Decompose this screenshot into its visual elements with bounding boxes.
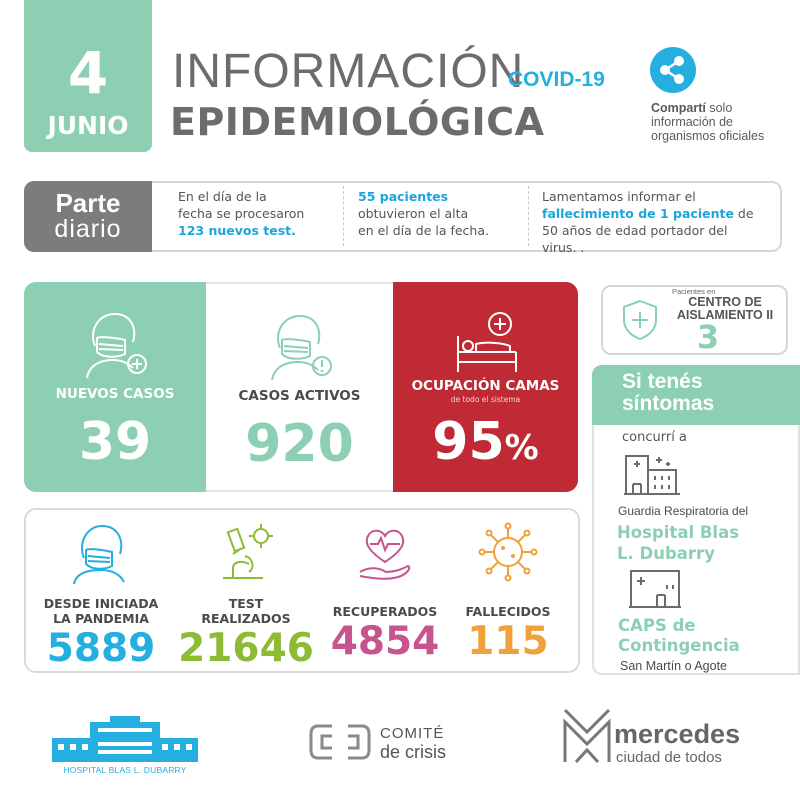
- stat-recuperados: RECUPERADOS 4854: [322, 508, 448, 663]
- casos-activos-label: CASOS ACTIVOS: [238, 388, 361, 404]
- date-month: JUNIO: [47, 111, 129, 140]
- parte-col1-highlight: 123 nuevos test.: [178, 223, 296, 238]
- sintomas-title: Si tenés síntomas: [622, 371, 714, 415]
- share-note-text-3: organismos oficiales: [651, 129, 765, 143]
- ocupacion-camas-label: OCUPACIÓN CAMAS: [411, 378, 560, 394]
- divider: [343, 186, 344, 246]
- aislamiento-title-2: AISLAMIENTO II: [676, 308, 774, 322]
- parte-col1-line1: En el día de la: [178, 189, 267, 204]
- share-button[interactable]: [650, 47, 696, 93]
- divider: [528, 186, 529, 246]
- parte-col1-line2: fecha se procesaron: [178, 206, 305, 221]
- stat-pandemia: DESDE INICIADA LA PANDEMIA 5889: [36, 508, 166, 670]
- parte-col3-line2-tail: de: [733, 206, 754, 221]
- pandemia-value: 5889: [46, 626, 156, 671]
- parte-fallecimiento-text: Lamentamos informar el fallecimiento de …: [542, 188, 772, 256]
- test-label-1: TEST: [228, 596, 264, 611]
- mercedes-subtitle: ciudad de todos: [616, 749, 722, 766]
- comite-logo-icon: [309, 724, 371, 760]
- mercedes-logo-icon: [563, 708, 611, 764]
- ocupacion-camas-value: 95: [432, 412, 505, 472]
- hospital-building-icon: [624, 455, 680, 495]
- recuperados-value: 4854: [330, 619, 440, 664]
- test-value: 21646: [178, 626, 314, 671]
- hospital-name: Hospital Blas L. Dubarry: [617, 522, 797, 564]
- masked-person-plus-icon: [86, 312, 147, 379]
- stat-fallecidos: FALLECIDOS 115: [450, 508, 566, 663]
- parte-altas-text: 55 pacientes obtuvieron el alta en el dí…: [358, 188, 523, 239]
- hospital-bed-icon: [456, 312, 517, 372]
- title-covid: COVID-19: [508, 68, 605, 91]
- title-epidemiologica: EPIDEMIOLÓGICA: [170, 100, 545, 144]
- sintomas-header: [592, 365, 800, 425]
- guardia-text: Guardia Respiratoria del: [618, 504, 749, 518]
- caps-address: San Martín o Agote: [620, 659, 728, 673]
- test-label-2: REALIZADOS: [201, 611, 291, 626]
- date-badge: 4 JUNIO: [24, 0, 152, 152]
- masked-person-alert-icon: [270, 314, 332, 381]
- date-day: 4: [67, 39, 109, 107]
- parte-col2-line3: en el día de la fecha.: [358, 223, 489, 238]
- parte-label-line1: Parte: [55, 188, 121, 218]
- share-note-text-2: información de: [651, 115, 733, 129]
- card-nuevos-casos: NUEVOS CASOS 39: [24, 282, 206, 492]
- mercedes-title: mercedes: [614, 719, 741, 749]
- parte-col2-highlight: 55 pacientes: [358, 189, 449, 204]
- ocupacion-camas-value-wrap: 95%: [393, 412, 578, 478]
- share-note: Compartí solo información de organismos …: [651, 101, 791, 143]
- parte-col3-highlight: fallecimiento de 1 paciente: [542, 206, 734, 221]
- pandemia-label-2: LA PANDEMIA: [53, 611, 149, 626]
- sintomas-concurri: concurrí a: [622, 430, 687, 445]
- masked-person-icon: [73, 524, 125, 585]
- hospital-name-2: L. Dubarry: [617, 544, 715, 563]
- card-casos-activos: CASOS ACTIVOS 920: [206, 282, 393, 492]
- aislamiento-title: CENTRO DE AISLAMIENTO II: [670, 296, 780, 322]
- aislamiento-title-1: CENTRO DE: [688, 295, 762, 309]
- caps-name-1: CAPS de: [618, 616, 696, 635]
- share-icon: [660, 56, 684, 84]
- card-ocupacion-camas: OCUPACIÓN CAMAS de todo el sistema 95%: [393, 282, 578, 492]
- parte-col3-line1: Lamentamos informar el: [542, 189, 696, 204]
- aislamiento-small: Pacientes en: [672, 287, 716, 296]
- aislamiento-value: 3: [696, 318, 720, 356]
- stat-test: TEST REALIZADOS 21646: [178, 508, 314, 670]
- fallecidos-label: FALLECIDOS: [465, 604, 551, 619]
- parte-col3-line3: 50 años de edad portador del: [542, 223, 728, 238]
- sintomas-title-2: síntomas: [622, 392, 715, 415]
- caps-name-2: Contingencia: [618, 636, 740, 655]
- share-note-text-1: solo: [705, 101, 733, 115]
- parte-col3-line4: virus. .: [542, 240, 585, 255]
- heart-hand-icon: [359, 529, 411, 580]
- sintomas-title-1: Si tenés: [622, 370, 703, 393]
- recuperados-label: RECUPERADOS: [332, 604, 438, 619]
- caps-name: CAPS de Contingencia: [618, 616, 798, 656]
- hospital-logo-text: HOSPITAL BLAS L. DUBARRY: [63, 765, 187, 775]
- parte-tests-text: En el día de la fecha se procesaron 123 …: [178, 188, 338, 239]
- microscope-icon: [223, 524, 273, 579]
- title-informacion: INFORMACIÓN: [172, 45, 525, 98]
- pandemia-label-1: DESDE INICIADA: [43, 596, 159, 611]
- virus-icon: [478, 522, 538, 582]
- nuevos-casos-label: NUEVOS CASOS: [55, 386, 175, 402]
- shield-cross-icon: [623, 299, 657, 341]
- casos-activos-value: 920: [245, 414, 354, 474]
- clinic-building-icon: [629, 570, 681, 608]
- comite-title: COMITÉ: [380, 725, 445, 742]
- comite-subtitle: de crisis: [380, 742, 447, 762]
- parte-label-line2: diario: [54, 215, 122, 243]
- nuevos-casos-value: 39: [78, 412, 152, 472]
- parte-diario-label: Parte diario: [24, 181, 152, 252]
- hospital-logo: [52, 716, 198, 762]
- share-note-bold: Compartí: [651, 101, 706, 115]
- hospital-name-1: Hospital Blas: [617, 523, 740, 542]
- ocupacion-camas-unit: %: [504, 428, 539, 468]
- fallecidos-value: 115: [467, 619, 549, 664]
- ocupacion-camas-sub: de todo el sistema: [450, 395, 521, 404]
- parte-col2-line2: obtuvieron el alta: [358, 206, 469, 221]
